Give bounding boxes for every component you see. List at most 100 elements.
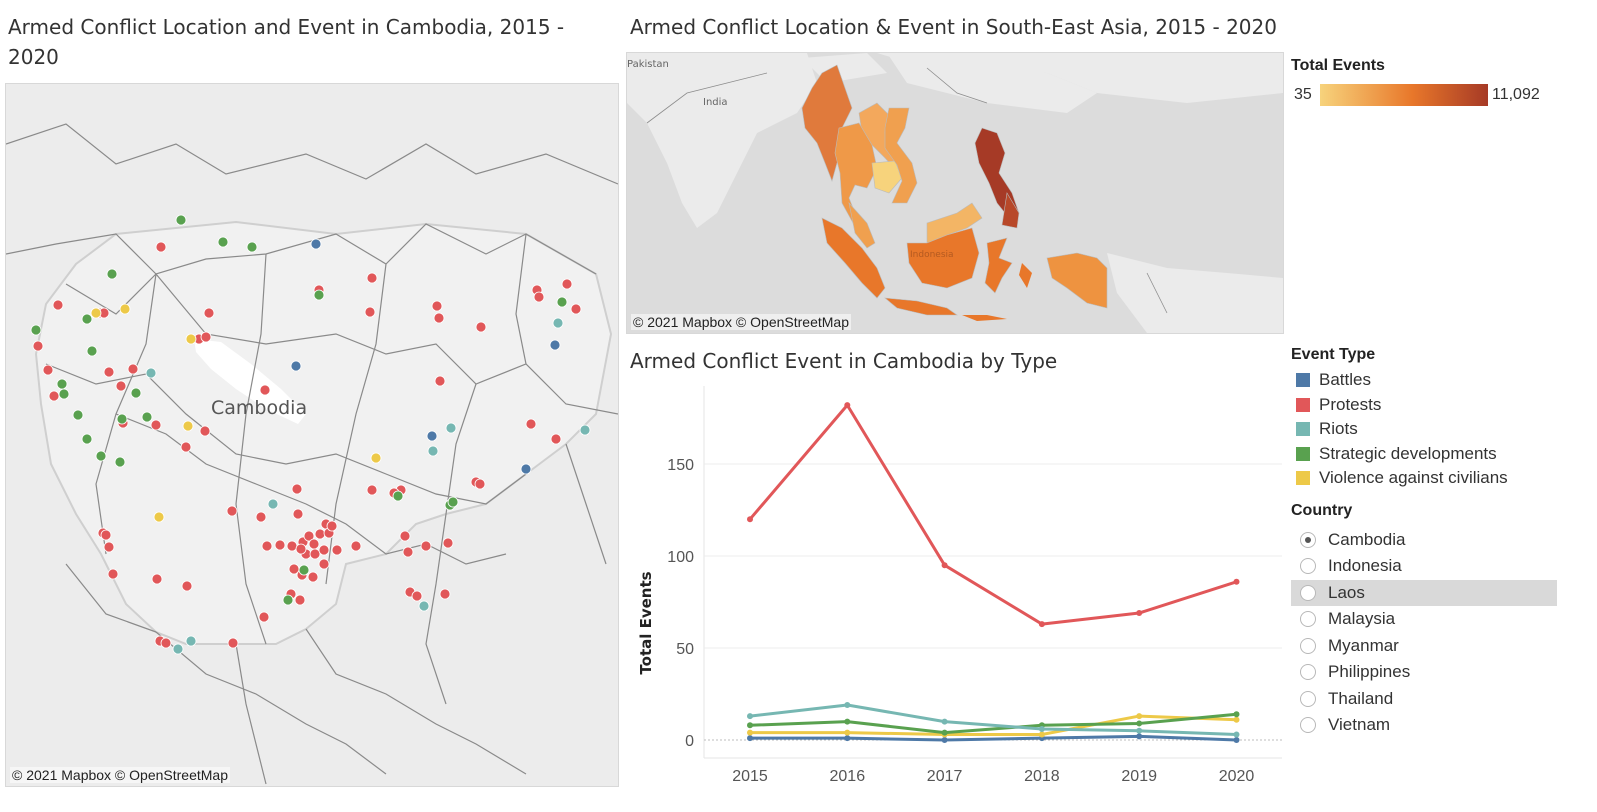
country-label: Thailand [1328, 689, 1394, 708]
y-tick-label: 50 [676, 641, 694, 658]
legend-label: Riots [1319, 419, 1358, 438]
data-point-battles [844, 735, 851, 742]
legend-label: Violence against civilians [1319, 468, 1508, 487]
radio-button[interactable] [1300, 691, 1316, 707]
radio-button[interactable] [1300, 585, 1316, 601]
legend-item-strategic-developments[interactable]: Strategic developments [1296, 442, 1497, 466]
pakistan-label: Pakistan [627, 59, 669, 70]
event-type-legend-title: Event Type [1291, 346, 1376, 363]
country-option-laos[interactable]: Laos [1291, 580, 1557, 606]
country-option-thailand[interactable]: Thailand [1291, 686, 1557, 712]
y-tick-label: 0 [685, 733, 694, 750]
country-label: Laos [1328, 583, 1365, 602]
data-point-battles [1136, 733, 1143, 740]
sea-map-canvas: Pakistan India Indonesia [627, 53, 1283, 333]
series-line-battles [750, 734, 1237, 742]
radio-button[interactable] [1300, 664, 1316, 680]
legend-item-riots[interactable]: Riots [1296, 417, 1358, 441]
total-events-legend-title: Total Events [1291, 57, 1385, 74]
country-filter-title: Country [1291, 502, 1353, 519]
data-point-violence-against-civilians [1233, 716, 1240, 723]
data-point-strategic-developments [844, 718, 851, 725]
data-point-battles [747, 735, 753, 742]
cambodia-map-title: Armed Conflict Location and Event in Cam… [8, 15, 565, 69]
data-point-violence-against-civilians [1038, 731, 1045, 738]
radio-button[interactable] [1300, 638, 1316, 654]
country-label: Philippines [1328, 662, 1411, 681]
data-point-violence-against-civilians [747, 729, 753, 736]
series-line-strategic-developments [749, 712, 1237, 735]
data-point-strategic-developments [1136, 720, 1143, 727]
x-tick-label: 2018 [1024, 768, 1060, 785]
violence-against-civilians-swatch [1296, 471, 1310, 485]
y-tick-label: 100 [667, 549, 694, 566]
data-point-battles [1233, 737, 1240, 743]
riots-swatch [1296, 422, 1310, 436]
data-point-strategic-developments [1233, 711, 1240, 718]
data-point-riots [1233, 731, 1240, 738]
x-tick-label: 2016 [830, 768, 866, 785]
protests-swatch [1296, 398, 1310, 412]
line-chart[interactable]: Total Events 0 50 100 150 2015 2016 2017 2018 20… [626, 378, 1286, 808]
legend-item-protests[interactable]: Protests [1296, 393, 1381, 417]
cambodia-map-canvas: Cambodia [6, 84, 618, 786]
data-point-riots [1136, 727, 1143, 734]
strategic-developments-swatch [1296, 447, 1310, 461]
country-option-malaysia[interactable]: Malaysia [1291, 606, 1557, 632]
data-point-violence-against-civilians [844, 729, 851, 736]
data-point-battles [941, 737, 948, 743]
cambodia-map-label: Cambodia [211, 397, 307, 419]
data-point-strategic-developments [747, 722, 753, 729]
series-line-riots [749, 703, 1237, 736]
cambodia-map-attribution: © 2021 Mapbox © OpenStreetMap [10, 767, 230, 783]
total-events-gradient [1320, 84, 1488, 106]
data-point-protests [747, 516, 753, 523]
data-point-riots [844, 702, 851, 709]
data-point-strategic-developments [941, 729, 948, 736]
south-east-asia-map[interactable]: Pakistan India Indonesia © 2021 Mapbox ©… [626, 52, 1284, 334]
y-axis-title: Total Events [637, 571, 655, 674]
series-line-protests [748, 403, 1237, 626]
y-tick-label: 150 [667, 457, 694, 474]
sea-map-title: Armed Conflict Location & Event in South… [630, 15, 1277, 39]
x-tick-label: 2015 [732, 768, 768, 785]
country-label: Cambodia [1328, 530, 1406, 549]
legend-label: Protests [1319, 395, 1382, 414]
country-label: Myanmar [1328, 636, 1399, 655]
legend-label: Battles [1319, 370, 1371, 389]
data-point-violence-against-civilians [1136, 713, 1143, 720]
series-line-violence-against-civilians [750, 714, 1237, 736]
country-label: Vietnam [1328, 715, 1391, 734]
radio-button[interactable] [1300, 611, 1316, 627]
data-point-protests [844, 402, 851, 409]
radio-button[interactable] [1300, 717, 1316, 733]
country-label: Indonesia [1328, 556, 1402, 575]
country-option-cambodia[interactable]: Cambodia [1291, 527, 1557, 553]
x-tick-label: 2020 [1219, 768, 1255, 785]
data-point-protests [1136, 610, 1143, 617]
country-option-indonesia[interactable]: Indonesia [1291, 553, 1557, 579]
chart-title: Armed Conflict Event in Cambodia by Type [630, 349, 1058, 373]
data-point-protests [1038, 621, 1045, 628]
x-tick-label: 2017 [927, 768, 963, 785]
country-option-philippines[interactable]: Philippines [1291, 659, 1557, 685]
total-events-max: 11,092 [1492, 86, 1540, 103]
country-option-myanmar[interactable]: Myanmar [1291, 633, 1557, 659]
legend-item-violence-against-civilians[interactable]: Violence against civilians [1296, 466, 1508, 490]
cambodia-event-map[interactable]: Cambodia © 2021 Mapbox © OpenStreetMap [5, 83, 619, 787]
event-points [30, 214, 591, 655]
india-label: India [703, 97, 728, 108]
sea-map-attribution: © 2021 Mapbox © OpenStreetMap [631, 314, 851, 330]
radio-button[interactable] [1300, 558, 1316, 574]
x-tick-label: 2019 [1121, 768, 1157, 785]
radio-button[interactable] [1300, 532, 1316, 548]
country-option-vietnam[interactable]: Vietnam [1291, 712, 1557, 738]
legend-item-battles[interactable]: Battles [1296, 368, 1371, 392]
indonesia-label: Indonesia [910, 250, 954, 260]
data-point-protests [1233, 578, 1240, 585]
data-point-protests [941, 562, 948, 569]
country-label: Malaysia [1328, 609, 1396, 628]
data-point-riots [941, 718, 948, 725]
legend-label: Strategic developments [1319, 444, 1497, 463]
data-point-riots [1038, 725, 1045, 732]
